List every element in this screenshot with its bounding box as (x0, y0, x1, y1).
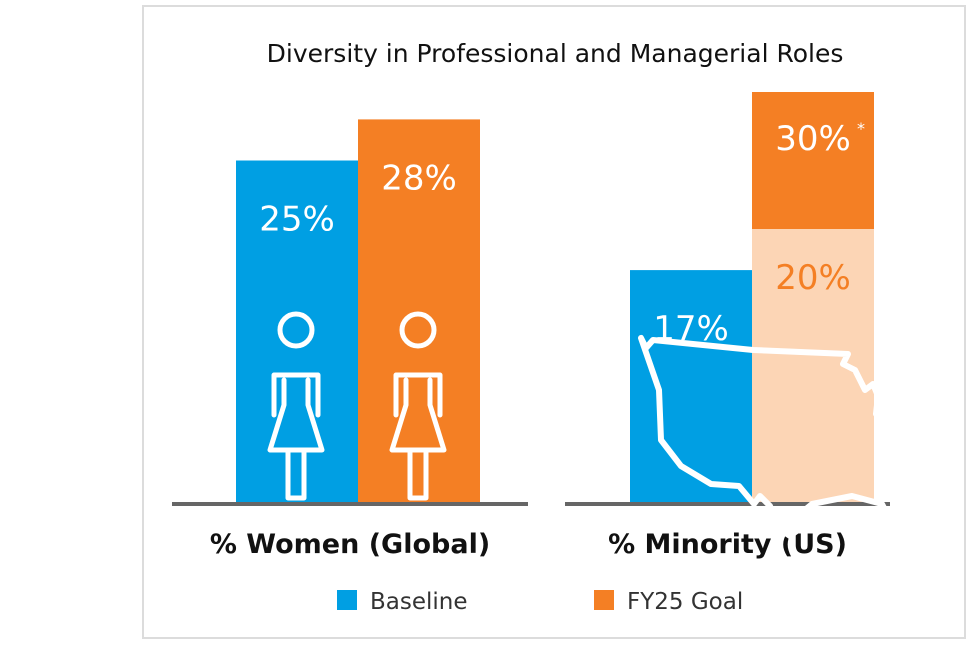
group-label: % Women (Global) (210, 529, 490, 560)
bar-baseline (630, 270, 752, 503)
woman-icon (267, 311, 325, 501)
bar-baseline (236, 160, 358, 503)
data-label: 28% (381, 158, 457, 198)
footnote-mark: * (857, 119, 865, 138)
bar-goal (358, 119, 480, 504)
woman-icon (389, 311, 447, 501)
bar-goal-stacked (752, 92, 874, 229)
data-label: 25% (259, 200, 335, 240)
legend-label: FY25 Goal (627, 589, 743, 615)
legend-swatch (337, 590, 357, 610)
chart-frame (142, 5, 966, 639)
data-label: 20% (775, 258, 851, 298)
legend-label: Baseline (370, 589, 468, 615)
chart-title: Diversity in Professional and Managerial… (267, 39, 844, 68)
group-label: % Minority (US) (608, 529, 847, 560)
data-label: 30% (775, 119, 851, 159)
us-map-icon (638, 335, 936, 539)
legend-swatch (594, 590, 614, 610)
